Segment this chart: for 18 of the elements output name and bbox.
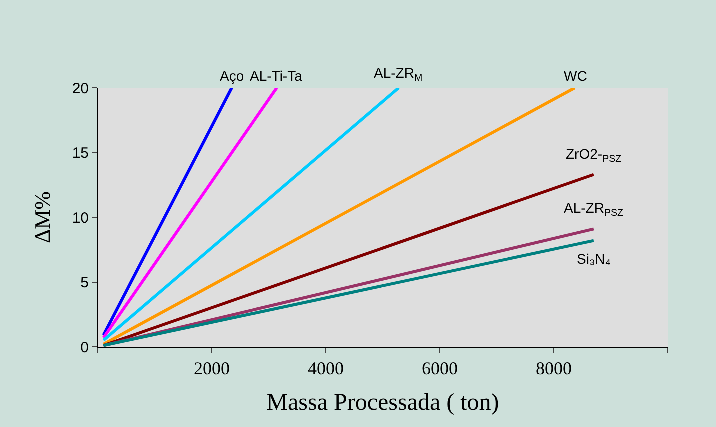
series-label: AL-Ti-Ta xyxy=(250,68,303,84)
x-tick-label: 8000 xyxy=(536,358,572,379)
y-tick-label: 15 xyxy=(72,145,89,162)
x-tick-label: 6000 xyxy=(422,358,458,379)
y-tick-label: 5 xyxy=(80,274,89,292)
y-tick-label: 20 xyxy=(72,80,89,98)
y-axis-title: ΔM% xyxy=(30,191,56,244)
x-tick-label: 4000 xyxy=(308,358,344,379)
series-label: ZrO2-$_{PSZ}$ xyxy=(566,146,622,165)
series-label: AL-ZR$_{PSZ}$ xyxy=(564,200,624,219)
series-label: AL-ZR$_{M}$ xyxy=(374,65,423,84)
series-label: Si₃N₄ xyxy=(577,251,612,267)
series-label: Aço xyxy=(220,68,244,84)
x-axis-title: Massa Processada ( ton) xyxy=(266,390,500,416)
y-tick-label: 0 xyxy=(80,339,89,356)
x-tick-label: 2000 xyxy=(194,358,230,379)
y-tick-label: 10 xyxy=(72,210,89,227)
series-label: WC xyxy=(564,68,588,84)
